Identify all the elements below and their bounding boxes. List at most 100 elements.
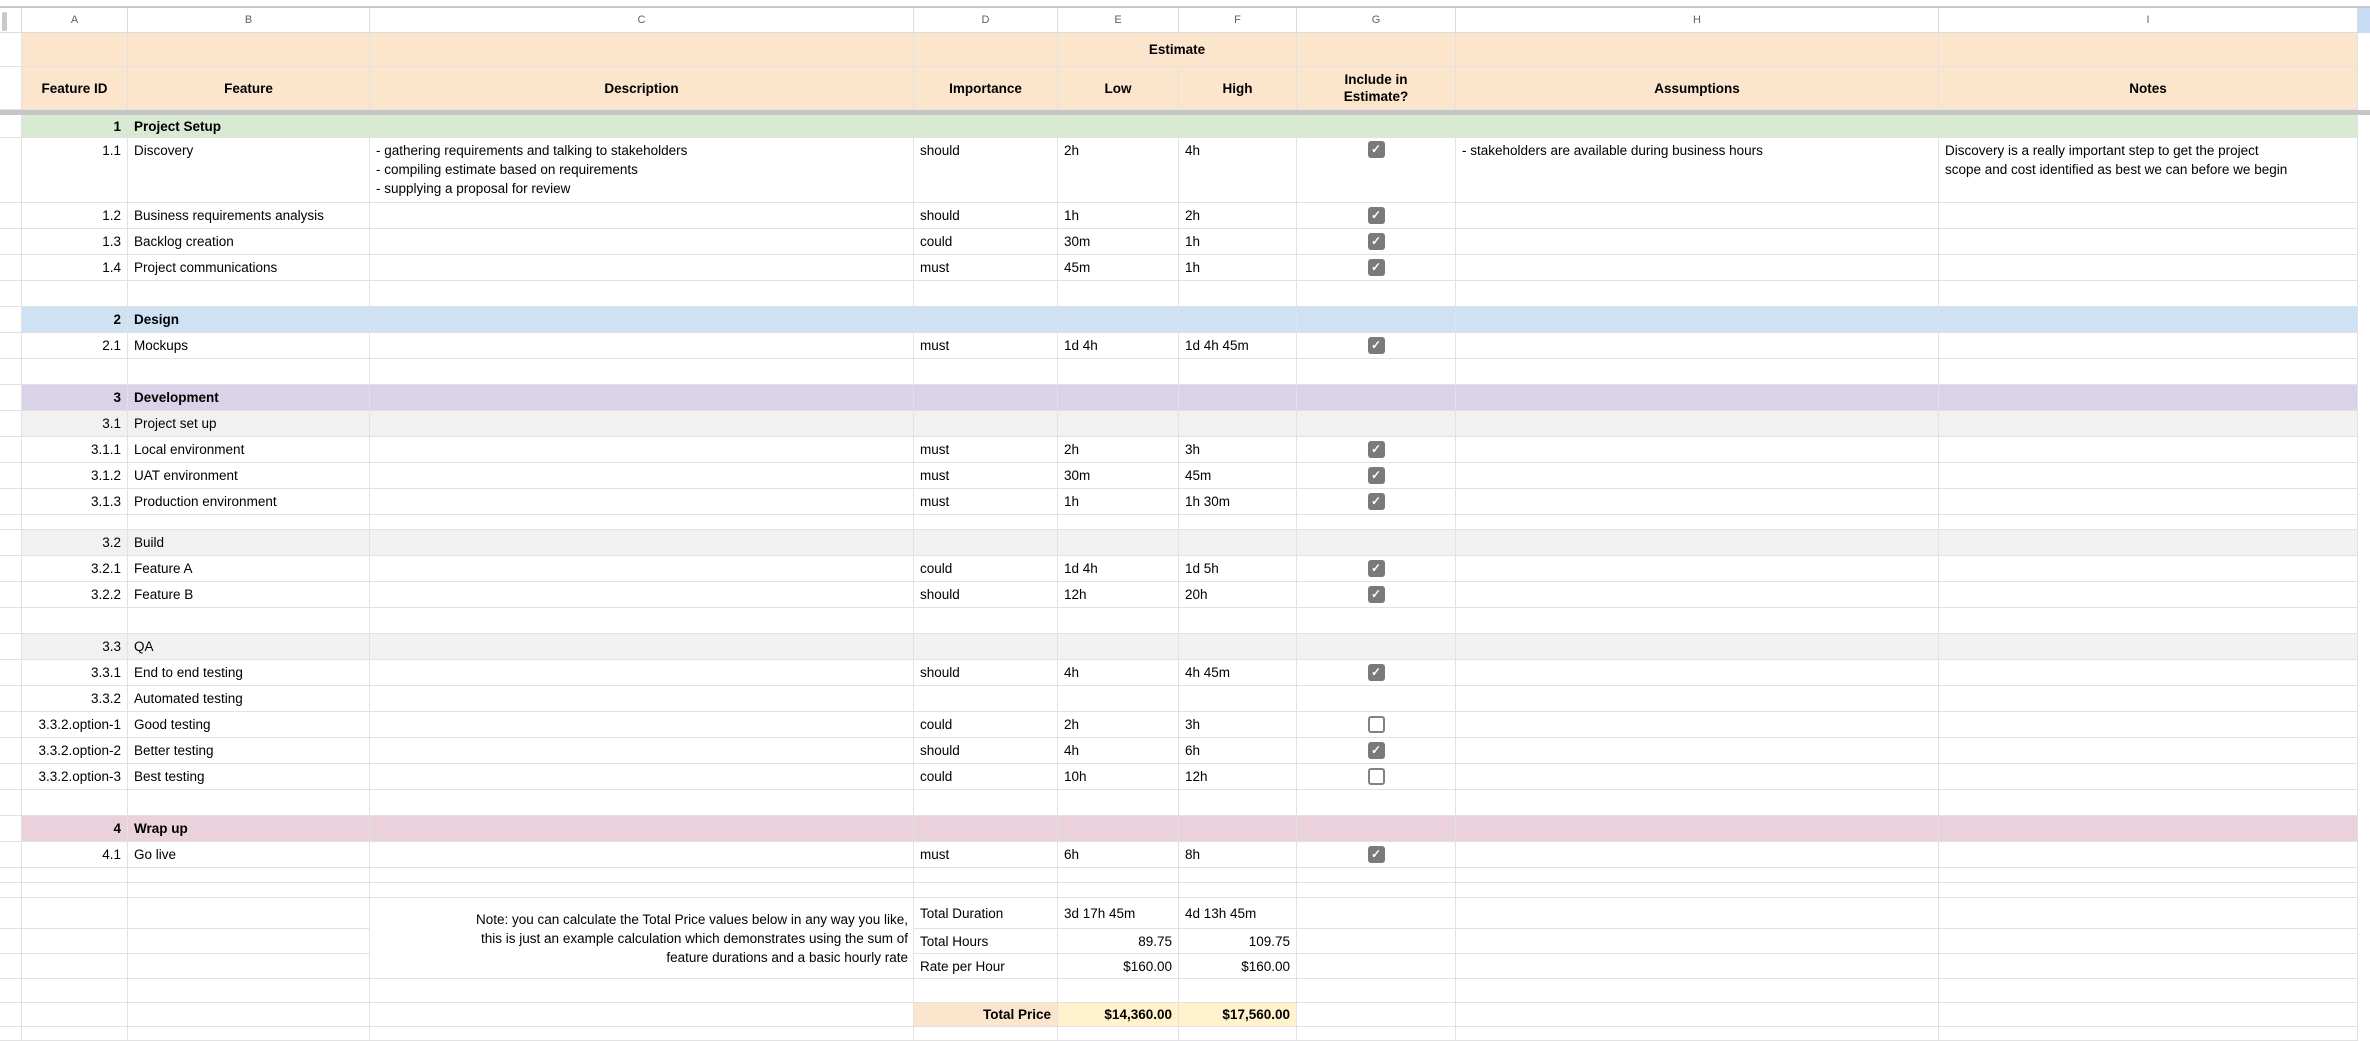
cell-F-Rate per Hour[interactable]: $160.00 bbox=[1179, 954, 1297, 979]
cell-A-3.3.2.option-2[interactable]: 3.3.2.option-2 bbox=[22, 738, 128, 764]
header-low[interactable]: Low bbox=[1058, 67, 1179, 110]
cell-D-3.2.1[interactable]: could bbox=[914, 556, 1058, 582]
cell-G-1.4[interactable]: ✓ bbox=[1297, 255, 1456, 281]
cell-B-blank-33[interactable] bbox=[128, 979, 370, 1003]
cell-H-3.1[interactable] bbox=[1456, 411, 1939, 437]
cell-D-blank-18[interactable] bbox=[914, 608, 1058, 634]
cell-H-3.1.3[interactable] bbox=[1456, 489, 1939, 515]
cell-A-Total Duration[interactable] bbox=[22, 898, 128, 929]
cell-B-3.3.2[interactable]: Automated testing bbox=[128, 686, 370, 712]
include-checkbox-3.3.2.option-2[interactable]: ✓ bbox=[1367, 742, 1385, 759]
cell-B-4[interactable]: Wrap up bbox=[128, 816, 370, 842]
cell-C-1.4[interactable] bbox=[370, 255, 914, 281]
cell-I-blank-33[interactable] bbox=[1939, 979, 2358, 1003]
cell-H-3.3.1[interactable] bbox=[1456, 660, 1939, 686]
cell-G-3.1.3[interactable]: ✓ bbox=[1297, 489, 1456, 515]
cell-C-3.2.1[interactable] bbox=[370, 556, 914, 582]
cell-G-blank-25[interactable] bbox=[1297, 790, 1456, 816]
cell-G-3.2.1[interactable]: ✓ bbox=[1297, 556, 1456, 582]
cell-A-3[interactable]: 3 bbox=[22, 385, 128, 411]
cell-C-1[interactable] bbox=[370, 115, 914, 138]
cell-G-1.2[interactable]: ✓ bbox=[1297, 203, 1456, 229]
cell-A-3.1.3[interactable]: 3.1.3 bbox=[22, 489, 128, 515]
cell-A-3.1[interactable]: 3.1 bbox=[22, 411, 128, 437]
cell-F-blank-33[interactable] bbox=[1179, 979, 1297, 1003]
cell-B-Total Price[interactable] bbox=[128, 1003, 370, 1027]
cell-F-1.3[interactable]: 1h bbox=[1179, 229, 1297, 255]
cell-G-3.1[interactable] bbox=[1297, 411, 1456, 437]
cell-A-Total Hours[interactable] bbox=[22, 929, 128, 954]
cell-A-blank-28[interactable] bbox=[22, 868, 128, 883]
cell-D-Total Hours[interactable]: Total Hours bbox=[914, 929, 1058, 954]
cell-D-1.3[interactable]: could bbox=[914, 229, 1058, 255]
cell-C-estimate-row[interactable] bbox=[370, 33, 914, 67]
cell-C-1.2[interactable] bbox=[370, 203, 914, 229]
cell-B-2.1[interactable]: Mockups bbox=[128, 333, 370, 359]
cell-H-blank-28[interactable] bbox=[1456, 868, 1939, 883]
cell-D-blank-25[interactable] bbox=[914, 790, 1058, 816]
include-checkbox-3.2.2[interactable]: ✓ bbox=[1367, 586, 1385, 603]
cell-A-blank-29[interactable] bbox=[22, 883, 128, 898]
include-checkbox-3.3.1[interactable]: ✓ bbox=[1367, 664, 1385, 681]
cell-C-blank-5[interactable] bbox=[370, 281, 914, 307]
cell-A-3.2.2[interactable]: 3.2.2 bbox=[22, 582, 128, 608]
include-checkbox-3.1.1[interactable]: ✓ bbox=[1367, 441, 1385, 458]
cell-E-3.2.1[interactable]: 1d 4h bbox=[1058, 556, 1179, 582]
cell-E-1[interactable] bbox=[1058, 115, 1179, 138]
cell-E-blank-29[interactable] bbox=[1058, 883, 1179, 898]
cell-E-Total Price[interactable]: $14,360.00 bbox=[1058, 1003, 1179, 1027]
cell-F-3.1.3[interactable]: 1h 30m bbox=[1179, 489, 1297, 515]
cell-C-3.3.2.option-1[interactable] bbox=[370, 712, 914, 738]
cell-I-1.2[interactable] bbox=[1939, 203, 2358, 229]
cell-B-3.3.2.option-2[interactable]: Better testing bbox=[128, 738, 370, 764]
cell-C-3.3.1[interactable] bbox=[370, 660, 914, 686]
header-feature[interactable]: Feature bbox=[128, 67, 370, 110]
cell-H-3.2.2[interactable] bbox=[1456, 582, 1939, 608]
cell-A-2.1[interactable]: 2.1 bbox=[22, 333, 128, 359]
cell-E-2[interactable] bbox=[1058, 307, 1179, 333]
cell-D-Rate per Hour[interactable]: Rate per Hour bbox=[914, 954, 1058, 979]
cell-G-blank-14[interactable] bbox=[1297, 515, 1456, 530]
cell-D-blank-33[interactable] bbox=[914, 979, 1058, 1003]
cell-E-blank-8[interactable] bbox=[1058, 359, 1179, 385]
cell-G-3.3[interactable] bbox=[1297, 634, 1456, 660]
cell-H-Total Duration[interactable] bbox=[1456, 898, 1939, 929]
cell-C-3.2[interactable] bbox=[370, 530, 914, 556]
cell-H-2.1[interactable] bbox=[1456, 333, 1939, 359]
cell-H-4.1[interactable] bbox=[1456, 842, 1939, 868]
cell-A-4[interactable]: 4 bbox=[22, 816, 128, 842]
cell-C-blank-25[interactable] bbox=[370, 790, 914, 816]
cell-C-3.3.2.option-2[interactable] bbox=[370, 738, 914, 764]
cell-I-Total Hours[interactable] bbox=[1939, 929, 2358, 954]
cell-B-3.1.2[interactable]: UAT environment bbox=[128, 463, 370, 489]
column-header-D[interactable]: D bbox=[914, 8, 1058, 33]
cell-G-3.3.2[interactable] bbox=[1297, 686, 1456, 712]
cell-A-blank-8[interactable] bbox=[22, 359, 128, 385]
cell-C-blank-29[interactable] bbox=[370, 883, 914, 898]
cell-C-3.1.1[interactable] bbox=[370, 437, 914, 463]
cell-C-Total Hours[interactable] bbox=[370, 929, 914, 954]
cell-F-3.1.1[interactable]: 3h bbox=[1179, 437, 1297, 463]
column-header-A[interactable]: A bbox=[22, 8, 128, 33]
cell-F-blank-29[interactable] bbox=[1179, 883, 1297, 898]
cell-E-4[interactable] bbox=[1058, 816, 1179, 842]
cell-I-3.1[interactable] bbox=[1939, 411, 2358, 437]
cell-G-3.3.1[interactable]: ✓ bbox=[1297, 660, 1456, 686]
cell-D-1.4[interactable]: must bbox=[914, 255, 1058, 281]
cell-F-4.1[interactable]: 8h bbox=[1179, 842, 1297, 868]
cell-B-blank-25[interactable] bbox=[128, 790, 370, 816]
cell-D-1[interactable] bbox=[914, 115, 1058, 138]
cell-B-3.3[interactable]: QA bbox=[128, 634, 370, 660]
cell-C-3.2.2[interactable] bbox=[370, 582, 914, 608]
cell-E-3.1.1[interactable]: 2h bbox=[1058, 437, 1179, 463]
cell-D-estimate-row[interactable] bbox=[914, 33, 1058, 67]
cell-B-1.4[interactable]: Project communications bbox=[128, 255, 370, 281]
cell-C-3.3.2[interactable] bbox=[370, 686, 914, 712]
cell-B-1.3[interactable]: Backlog creation bbox=[128, 229, 370, 255]
cell-F-2[interactable] bbox=[1179, 307, 1297, 333]
cell-E-blank-25[interactable] bbox=[1058, 790, 1179, 816]
cell-G-blank-35[interactable] bbox=[1297, 1027, 1456, 1041]
cell-C-2[interactable] bbox=[370, 307, 914, 333]
cell-G-Rate per Hour[interactable] bbox=[1297, 954, 1456, 979]
cell-A-1.2[interactable]: 1.2 bbox=[22, 203, 128, 229]
